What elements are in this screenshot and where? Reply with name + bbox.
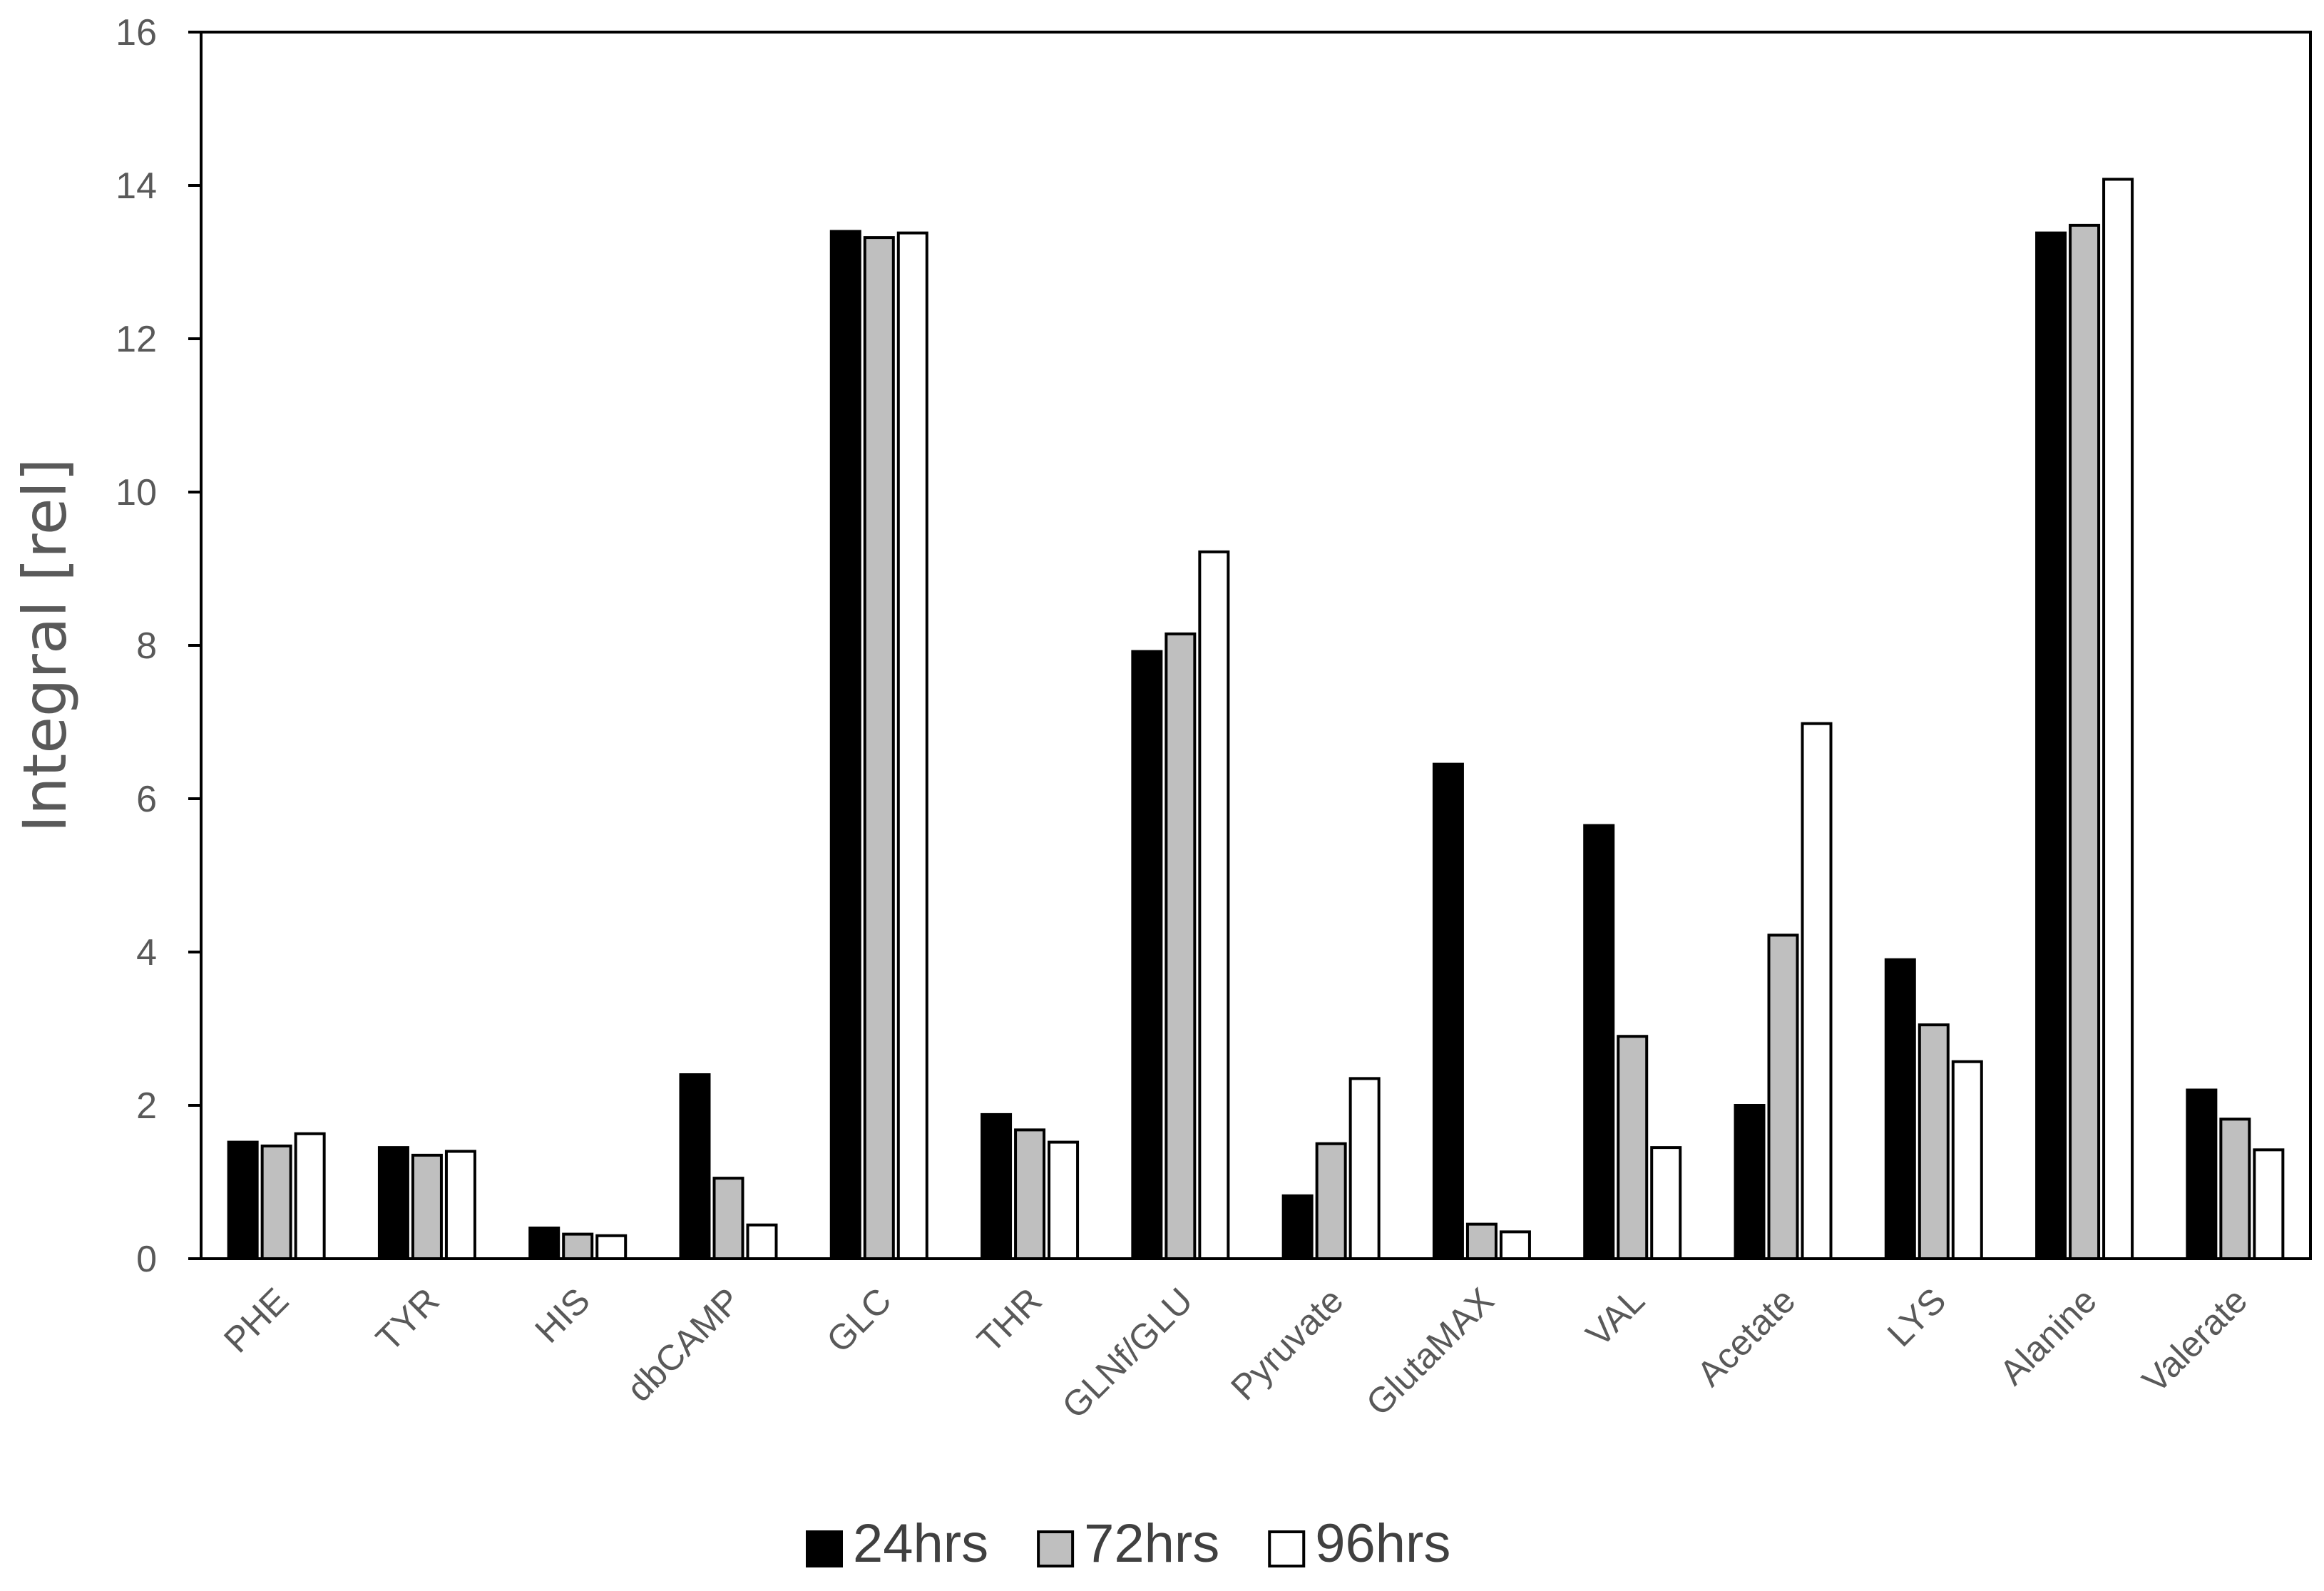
bar-96hrs-TYR: [444, 1150, 476, 1260]
x-tick-label: TYR: [368, 1280, 446, 1359]
bar-96hrs-dbCAMP: [746, 1223, 778, 1260]
bar-96hrs-GlutaMAX: [1499, 1230, 1531, 1260]
bar-96hrs-GLC: [896, 231, 928, 1260]
y-tick-label: 16: [116, 12, 157, 53]
x-tick-label: THR: [970, 1280, 1050, 1360]
bar-96hrs-GLNf/GLU: [1198, 550, 1230, 1260]
plot-area-frame: [200, 31, 2312, 1260]
x-tick-label: VAL: [1578, 1280, 1652, 1354]
y-axis-ticks: 0 2 4 6 8 10 12 14 16: [116, 12, 201, 1280]
bar-96hrs-Pyruvate: [1348, 1077, 1381, 1260]
bar-24hrs-LYS: [1884, 958, 1916, 1260]
bar-96hrs-Alanine: [2102, 178, 2134, 1260]
bar-24hrs-Valerate: [2186, 1088, 2218, 1260]
x-tick-label: HIS: [527, 1280, 598, 1351]
bar-72hrs-GLNf/GLU: [1164, 632, 1197, 1260]
legend-swatch-24hrs: [806, 1530, 843, 1567]
bar-24hrs-Pyruvate: [1281, 1194, 1314, 1260]
x-tick-label: GLC: [819, 1280, 899, 1360]
bar-96hrs-LYS: [1951, 1060, 1983, 1260]
bar-24hrs-VAL: [1583, 824, 1615, 1260]
x-tick-label: GlutaMAX: [1358, 1280, 1502, 1423]
bar-72hrs-LYS: [1918, 1023, 1950, 1260]
bar-24hrs-PHE: [227, 1140, 259, 1260]
bar-72hrs-Alanine: [2069, 223, 2101, 1260]
x-tick-label: Acetate: [1689, 1280, 1803, 1393]
bar-72hrs-VAL: [1617, 1035, 1649, 1260]
bar-96hrs-PHE: [294, 1132, 326, 1261]
bar-96hrs-VAL: [1650, 1146, 1682, 1260]
legend-label-96hrs: 96hrs: [1315, 1513, 1450, 1574]
bar-72hrs-TYR: [411, 1153, 443, 1260]
bar-24hrs-GlutaMAX: [1432, 762, 1464, 1260]
bar-72hrs-Valerate: [2219, 1117, 2251, 1260]
bar-72hrs-dbCAMP: [712, 1177, 744, 1260]
bar-96hrs-Valerate: [2253, 1148, 2285, 1260]
bar-72hrs-Pyruvate: [1315, 1142, 1347, 1260]
y-tick-label: 14: [116, 165, 157, 207]
y-tick-label: 0: [136, 1239, 157, 1280]
y-axis-title: Integral [rel]: [10, 458, 80, 832]
x-tick-label: GLNf/GLU: [1054, 1280, 1200, 1426]
bar-24hrs-GLNf/GLU: [1131, 650, 1163, 1260]
bars-layer: [227, 178, 2285, 1261]
x-tick-label: LYS: [1880, 1280, 1954, 1354]
bar-72hrs-GlutaMAX: [1465, 1222, 1498, 1260]
bar-72hrs-GLC: [863, 236, 895, 1261]
x-tick-label: Alanine: [1992, 1280, 2104, 1393]
bar-96hrs-THR: [1048, 1140, 1080, 1260]
bar-24hrs-GLC: [829, 230, 861, 1260]
bar-24hrs-Acetate: [1734, 1104, 1766, 1260]
legend-label-24hrs: 24hrs: [853, 1513, 988, 1574]
legend-swatch-96hrs: [1268, 1530, 1306, 1567]
y-tick-label: 4: [136, 932, 157, 973]
bar-96hrs-HIS: [595, 1234, 628, 1260]
x-tick-label: PHE: [216, 1280, 296, 1360]
bar-24hrs-THR: [981, 1112, 1013, 1261]
legend: 24hrs 72hrs 96hrs: [806, 1513, 1450, 1574]
y-tick-label: 6: [136, 779, 157, 820]
bar-24hrs-HIS: [528, 1227, 560, 1260]
legend-label-72hrs: 72hrs: [1084, 1513, 1219, 1574]
x-tick-label: Valerate: [2134, 1280, 2255, 1401]
y-tick-label: 12: [116, 319, 157, 360]
y-tick-label: 2: [136, 1085, 157, 1127]
y-tick-label: 10: [116, 472, 157, 513]
legend-swatch-72hrs: [1037, 1530, 1075, 1567]
bar-72hrs-Acetate: [1767, 933, 1799, 1260]
x-tick-label: dbCAMP: [619, 1280, 748, 1409]
bar-24hrs-dbCAMP: [679, 1073, 711, 1260]
bar-72hrs-THR: [1014, 1128, 1046, 1261]
y-tick-label: 8: [136, 625, 157, 667]
bar-24hrs-Alanine: [2035, 231, 2067, 1260]
x-tick-label: Pyruvate: [1223, 1280, 1351, 1408]
bar-72hrs-PHE: [260, 1144, 292, 1260]
bar-96hrs-Acetate: [1801, 722, 1833, 1260]
bar-72hrs-HIS: [562, 1232, 594, 1260]
bar-24hrs-TYR: [377, 1146, 409, 1260]
x-axis-labels: PHE TYR HIS dbCAMP GLC THR GLNf/GLU Pyruvate Glu…: [216, 1280, 2255, 1426]
